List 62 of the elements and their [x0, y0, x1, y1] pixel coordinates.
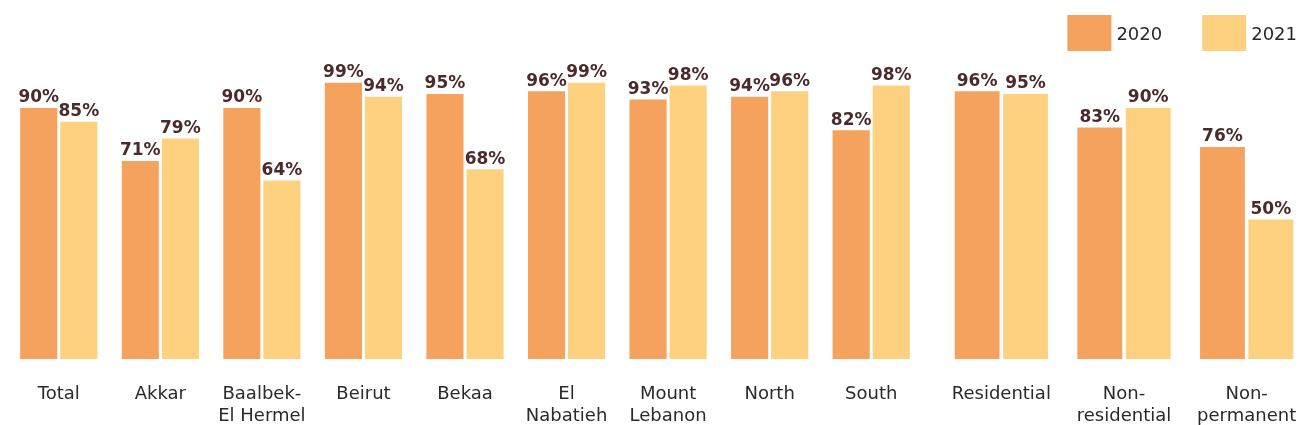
data-label: 95% — [1005, 72, 1046, 93]
x-tick-label: Beirut — [336, 381, 391, 403]
legend-label: 2021 — [1251, 22, 1297, 44]
bar — [669, 85, 707, 359]
x-tick-label: Residential — [951, 381, 1051, 403]
x-tick-label: Baalbek- El Hermel — [218, 381, 306, 425]
bar — [466, 169, 504, 359]
data-label: 64% — [261, 158, 303, 179]
data-label: 90% — [221, 86, 263, 107]
x-tick-label: Non- residential — [1076, 381, 1172, 425]
bar — [1248, 219, 1294, 359]
data-label: 96% — [769, 69, 811, 90]
bar — [426, 93, 464, 359]
x-tick-label: Akkar — [134, 381, 187, 403]
data-label: 99% — [566, 61, 607, 82]
data-label: 90% — [1127, 86, 1169, 107]
data-label: 76% — [1202, 125, 1243, 146]
bar — [731, 96, 769, 359]
bar — [629, 99, 667, 359]
bar — [324, 82, 362, 359]
data-label: 98% — [870, 64, 912, 85]
data-label: 93% — [627, 78, 669, 99]
data-label: 90% — [18, 86, 60, 107]
data-label: 85% — [58, 100, 100, 121]
x-tick-label: Mount Lebanon — [629, 381, 707, 425]
data-label: 95% — [424, 72, 466, 93]
data-label: 68% — [464, 147, 506, 168]
data-label: 50% — [1250, 198, 1292, 218]
data-label: 71% — [119, 139, 161, 160]
bar — [20, 107, 58, 359]
bar — [161, 138, 199, 359]
x-tick-label: Non- permanent — [1197, 381, 1297, 425]
bar — [364, 96, 403, 359]
bar — [527, 91, 566, 359]
bar — [223, 107, 261, 359]
legend-label: 2020 — [1116, 22, 1163, 44]
x-tick-label: South — [845, 381, 898, 403]
bar — [568, 82, 606, 359]
bar — [771, 91, 809, 359]
x-tick-label: Bekaa — [437, 381, 493, 403]
x-tick-label: El Nabatieh — [525, 381, 608, 425]
bar — [954, 91, 1000, 359]
data-label: 94% — [363, 75, 404, 96]
x-tick-label: Total — [36, 381, 80, 403]
data-label: 96% — [526, 69, 567, 90]
bar — [263, 180, 301, 359]
data-label: 82% — [830, 108, 872, 129]
bar — [1125, 107, 1171, 359]
data-label: 83% — [1079, 105, 1121, 126]
bar — [872, 85, 910, 359]
bar — [1003, 93, 1048, 359]
bar — [1200, 146, 1245, 359]
bar — [121, 160, 159, 359]
data-label: 99% — [323, 61, 364, 82]
bar — [1077, 127, 1123, 359]
data-label: 96% — [956, 69, 998, 90]
bar — [832, 130, 870, 359]
data-label: 79% — [160, 117, 201, 138]
data-label: 94% — [729, 75, 770, 96]
x-tick-label: North — [744, 381, 795, 403]
data-label: 98% — [667, 64, 709, 85]
bar — [60, 121, 98, 359]
